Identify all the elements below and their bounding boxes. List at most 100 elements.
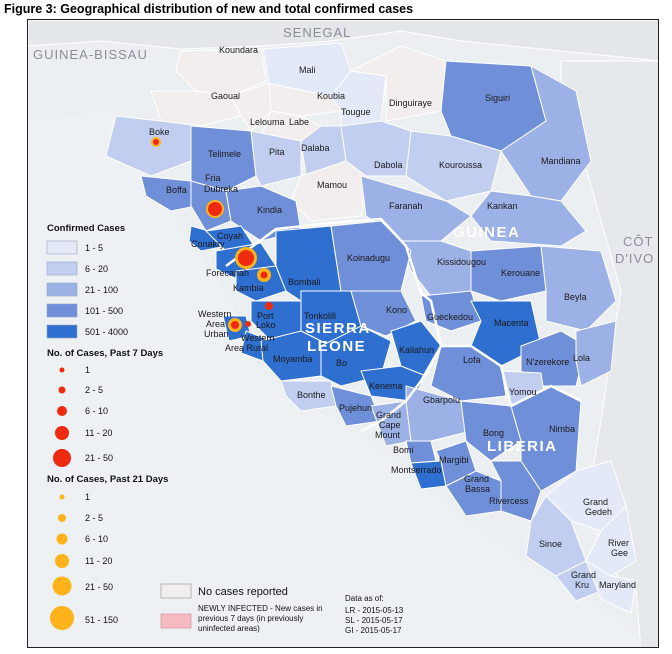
label-faranah: Faranah	[389, 201, 423, 211]
label-forecariah: Forecariah	[206, 268, 249, 278]
legend-date-lr: LR - 2015-05-13	[345, 606, 404, 615]
district-pita[interactable]	[250, 130, 302, 187]
figure-title: Figure 3: Geographical distribution of n…	[4, 2, 414, 16]
label-loko: Loko	[256, 320, 276, 330]
bubble7-port-loko[interactable]	[265, 302, 273, 310]
border-guinea-liberia	[441, 344, 582, 408]
label-coyah: Coyah	[217, 231, 243, 241]
label-koundara: Koundara	[219, 45, 258, 55]
label-telimele: Telimele	[208, 149, 241, 159]
label-mandiana: Mandiana	[541, 156, 581, 166]
legend-past21-1: 1	[85, 492, 90, 502]
label-mamou: Mamou	[317, 180, 347, 190]
district-nzerekore[interactable]	[520, 330, 587, 387]
label-moyamba: Moyamba	[273, 354, 313, 364]
label-dinguiraye: Dinguiraye	[389, 98, 432, 108]
district-bonthe[interactable]	[280, 380, 337, 412]
district-mamou[interactable]	[290, 160, 367, 222]
district-kambia[interactable]	[235, 265, 287, 302]
legend-bottom: No cases reported NEWLY INFECTED - New c…	[160, 583, 404, 635]
district-kerouane[interactable]	[470, 245, 547, 302]
legend-newly-infected-1: NEWLY INFECTED - New cases in	[198, 604, 323, 613]
district-maryland[interactable]	[584, 559, 637, 614]
label-grand-bassa-1: Grand	[464, 474, 489, 484]
label-divoire: D'IVO	[615, 251, 654, 266]
bubble7-conakry[interactable]	[238, 250, 254, 266]
district-boffa[interactable]	[140, 175, 197, 212]
map-canvas[interactable]: SENEGAL GUINEA-BISSAU GUINEA SIERRA LEON…	[28, 20, 659, 648]
border-sierra-leone-liberia	[360, 345, 443, 433]
district-lelouma[interactable]	[230, 82, 272, 132]
label-siguiri: Siguiri	[485, 93, 510, 103]
label-tonkolili: Tonkolili	[304, 311, 336, 321]
district-kankan[interactable]	[470, 190, 587, 247]
label-mali: Mali	[299, 65, 316, 75]
label-grand-cape-3: Mount	[375, 430, 401, 440]
label-lofa: Lofa	[463, 355, 481, 365]
label-western-rural-2: Area Rural	[225, 343, 268, 353]
bubble7-forecariah[interactable]	[260, 271, 268, 279]
label-koubia: Koubia	[317, 91, 345, 101]
legend-past21-dot-5	[52, 576, 72, 596]
district-kissidougou[interactable]	[400, 240, 472, 297]
border-guinea-sierra-leone	[225, 217, 443, 347]
legend-class-3: 21 - 100	[85, 285, 118, 295]
label-gaoual: Gaoual	[211, 91, 240, 101]
district-river-gee[interactable]	[585, 504, 637, 577]
label-bombali: Bombali	[288, 277, 321, 287]
label-tougue: Tougue	[341, 107, 371, 117]
bubble7-western-rural[interactable]	[245, 321, 251, 327]
label-bong: Bong	[483, 428, 504, 438]
legend-data-as-of: Data as of:	[345, 594, 384, 603]
label-koinadugu: Koinadugu	[347, 253, 390, 263]
legend-past21-2: 2 - 5	[85, 513, 103, 523]
legend-past7: No. of Cases, Past 7 Days 1 2 - 5 6 - 10…	[47, 348, 163, 467]
label-montserrado: Montserrado	[391, 465, 442, 475]
legend-swatch-4	[46, 303, 78, 318]
legend-confirmed-title: Confirmed Cases	[47, 223, 125, 234]
label-kailahun: Kailahun	[399, 345, 434, 355]
legend-date-sl: SL - 2015-05-17	[345, 616, 403, 625]
legend-class-4: 101 - 500	[85, 306, 123, 316]
guinea-districts	[105, 42, 617, 407]
district-lola[interactable]	[575, 320, 617, 387]
district-pujehun[interactable]	[330, 385, 382, 427]
label-grand-bassa-2: Bassa	[465, 484, 490, 494]
legend-past21-dot-2	[58, 514, 66, 522]
label-leone: LEONE	[307, 338, 366, 355]
label-grand-kru-1: Grand	[571, 570, 596, 580]
label-beyla: Beyla	[564, 292, 587, 302]
label-dalaba: Dalaba	[301, 143, 330, 153]
district-beyla[interactable]	[540, 245, 617, 332]
legend-class-5: 501 - 4000	[85, 327, 128, 337]
label-grand-gedeh-1: Grand	[583, 497, 608, 507]
ocean	[28, 111, 641, 647]
legend-past21-dot-4	[55, 554, 69, 568]
label-kankan: Kankan	[487, 201, 518, 211]
label-grand-kru-2: Kru	[575, 580, 589, 590]
label-guinea: GUINEA	[453, 224, 520, 241]
district-labels: Koundara Mali Gaoual Koubia Dinguiraye T…	[149, 45, 636, 590]
legend-swatch-2	[46, 261, 78, 276]
legend-past21-3: 6 - 10	[85, 534, 108, 544]
bubble7-boke[interactable]	[153, 139, 159, 145]
label-rivercess: Rivercess	[489, 496, 529, 506]
map-frame: SENEGAL GUINEA-BISSAU GUINEA SIERRA LEON…	[27, 19, 659, 648]
label-nzerekore: N'zerekore	[526, 357, 569, 367]
legend-past7-dot-4	[55, 426, 69, 440]
bubble7-dubreka[interactable]	[208, 202, 222, 216]
label-bonthe: Bonthe	[297, 390, 326, 400]
label-pita: Pita	[269, 147, 285, 157]
legend-past7-dot-3	[57, 406, 67, 416]
district-bong[interactable]	[460, 400, 522, 462]
legend-class-2: 6 - 20	[85, 264, 108, 274]
senegal-region	[28, 20, 658, 62]
district-bombali[interactable]	[275, 225, 342, 302]
national-borders	[225, 217, 582, 433]
bubble7-western-urban[interactable]	[231, 321, 239, 329]
legend-past21: No. of Cases, Past 21 Days 1 2 - 5 6 - 1…	[47, 474, 168, 630]
label-margibi: Margibi	[439, 455, 469, 465]
district-gueckedou[interactable]	[420, 290, 482, 332]
legend-confirmed: Confirmed Cases 1 - 5 6 - 20 21 - 100 10…	[46, 223, 128, 339]
label-lelouma: Lelouma	[250, 117, 285, 127]
